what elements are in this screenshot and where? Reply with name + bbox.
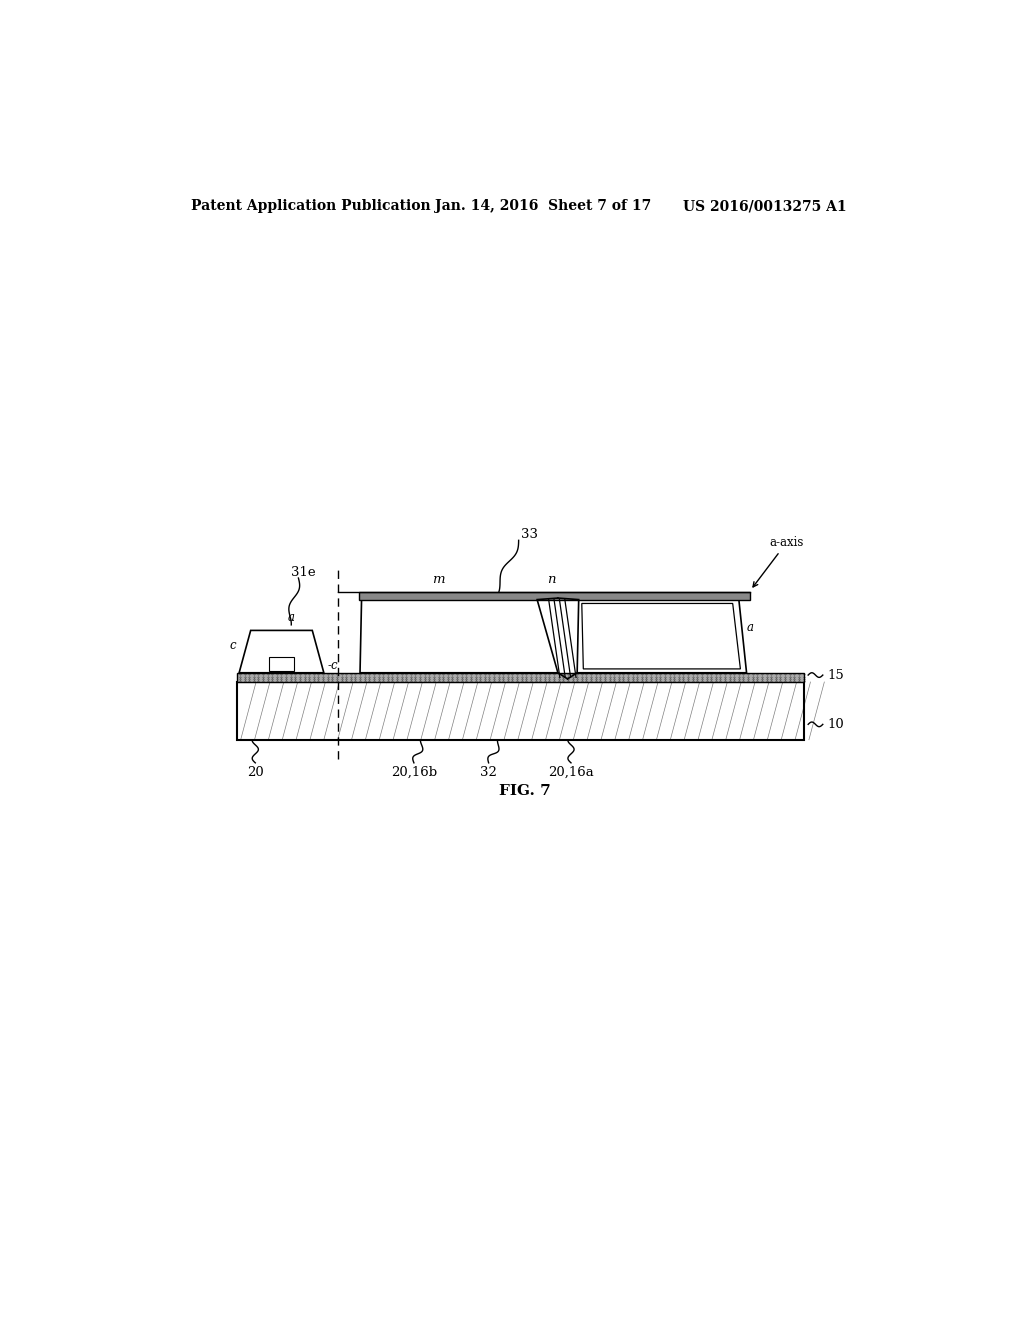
Text: 20,16b: 20,16b [391,766,437,779]
Text: c: c [406,635,413,648]
Text: n: n [548,573,556,586]
Text: FIG. 7: FIG. 7 [499,784,551,799]
Text: a-axis: a-axis [753,536,804,587]
Text: a: a [288,611,295,624]
Text: c: c [229,639,237,652]
Text: 31b: 31b [395,610,421,622]
Bar [359,591,751,599]
Polygon shape [240,631,324,673]
Text: 31g: 31g [472,640,498,653]
Text: 31a: 31a [653,610,678,622]
Text: c-axis: c-axis [593,606,627,619]
Polygon shape [360,599,558,673]
Text: 20: 20 [247,766,263,779]
Bar [269,657,294,671]
Text: 31f: 31f [653,640,675,653]
Polygon shape [578,599,746,673]
Text: m: m [432,573,444,586]
Text: 15: 15 [827,668,844,681]
Polygon shape [582,603,740,669]
Text: Patent Application Publication: Patent Application Publication [190,199,430,213]
Text: Jan. 14, 2016  Sheet 7 of 17: Jan. 14, 2016 Sheet 7 of 17 [435,199,651,213]
Text: 31e: 31e [292,566,316,579]
Text: -c: -c [328,659,338,672]
Bar [237,673,804,682]
Text: 32: 32 [480,766,497,779]
Text: 10: 10 [827,718,844,731]
Text: c': c' [579,651,588,663]
Text: 33: 33 [521,528,538,541]
Text: 20,16a: 20,16a [548,766,594,779]
Text: a: a [746,620,754,634]
Bar [237,682,804,739]
Text: US 2016/0013275 A1: US 2016/0013275 A1 [683,199,847,213]
